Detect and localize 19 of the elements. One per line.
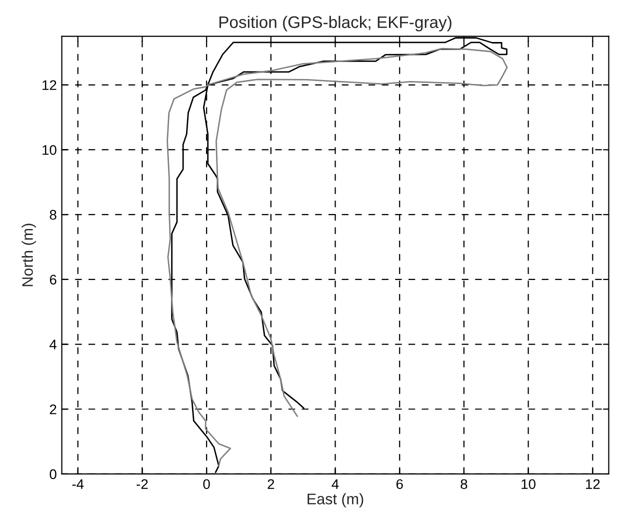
x-tick-label: 6 (396, 479, 403, 490)
y-tick-label: 4 (50, 340, 57, 350)
y-tick-label: 0 (50, 469, 56, 480)
x-tick-label: 0 (203, 479, 210, 490)
x-tick-label: 12 (586, 479, 600, 489)
x-tick-label: -4 (72, 479, 84, 489)
x-tick-label: 10 (522, 479, 536, 490)
x-tick-label: -2 (136, 479, 148, 489)
y-tick-label: 12 (42, 80, 56, 90)
x-tick-label: 2 (268, 479, 274, 489)
y-tick-label: 6 (50, 274, 56, 285)
x-axis-title: East (m) (308, 493, 364, 508)
y-tick-label: 2 (50, 404, 56, 414)
chart-title: Position (GPS-black; EKF-gray) (219, 16, 452, 32)
y-tick-label: 8 (50, 210, 56, 220)
y-tick-label: 10 (42, 145, 56, 155)
x-tick-label: 4 (332, 479, 339, 489)
x-tick-label: 8 (460, 479, 468, 490)
y-axis-title: North (m) (22, 224, 36, 286)
